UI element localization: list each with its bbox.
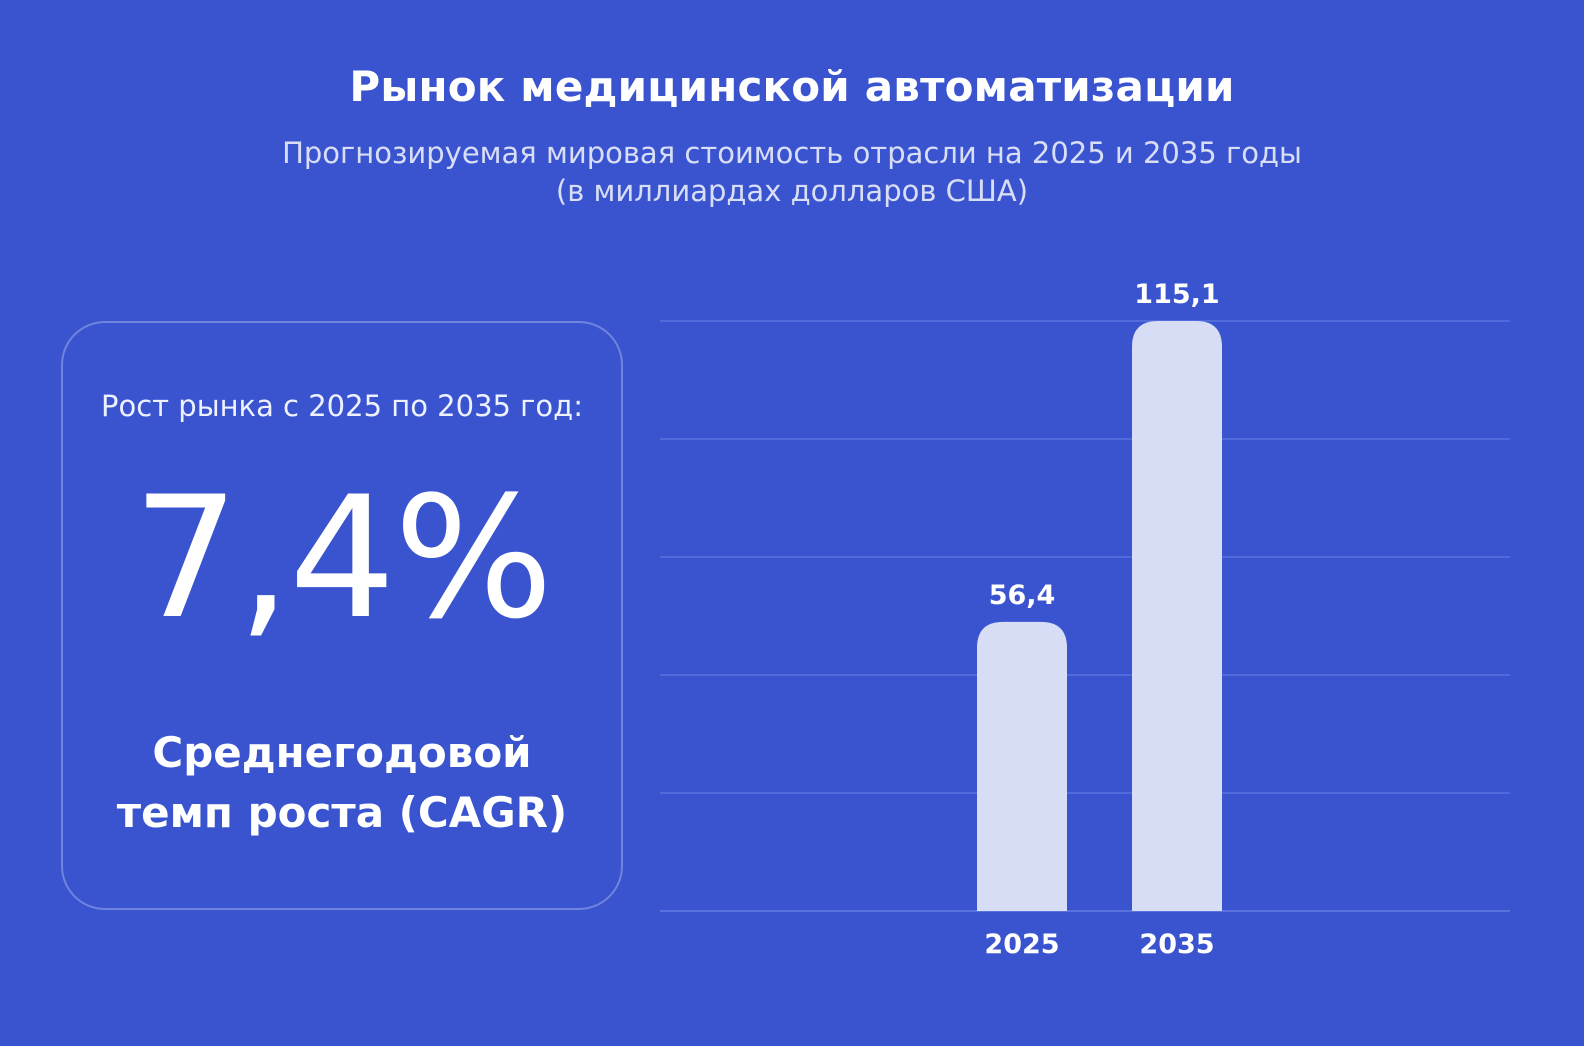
bar-2025 (977, 621, 1067, 911)
chart-subtitle: Прогнозируемая мировая стоимость отрасли… (0, 134, 1584, 210)
cagr-caption: Среднегодовой темп роста (CAGR) (63, 723, 621, 843)
cagr-caption-line-2: темп роста (CAGR) (116, 788, 568, 837)
cagr-card: Рост рынка с 2025 по 2035 год: 7,4% Сред… (61, 321, 623, 910)
subtitle-line-1: Прогнозируемая мировая стоимость отрасли… (282, 136, 1302, 170)
x-tick-label-2025: 2025 (984, 929, 1059, 960)
bar-chart: 56,4 2025 115,1 2035 (660, 279, 1510, 960)
subtitle-line-2: (в миллиардах долларов США) (555, 174, 1029, 208)
cagr-value: 7,4% (132, 460, 554, 656)
x-tick-label-2035: 2035 (1139, 929, 1214, 960)
cagr-card-label: Рост рынка с 2025 по 2035 год: (101, 389, 583, 423)
cagr-caption-line-1: Среднегодовой (152, 728, 532, 777)
data-label-2025: 56,4 (989, 580, 1056, 611)
chart-title: Рынок медицинской автоматизации (349, 62, 1235, 111)
data-label-2035: 115,1 (1134, 279, 1219, 310)
bar-2035 (1132, 321, 1222, 911)
